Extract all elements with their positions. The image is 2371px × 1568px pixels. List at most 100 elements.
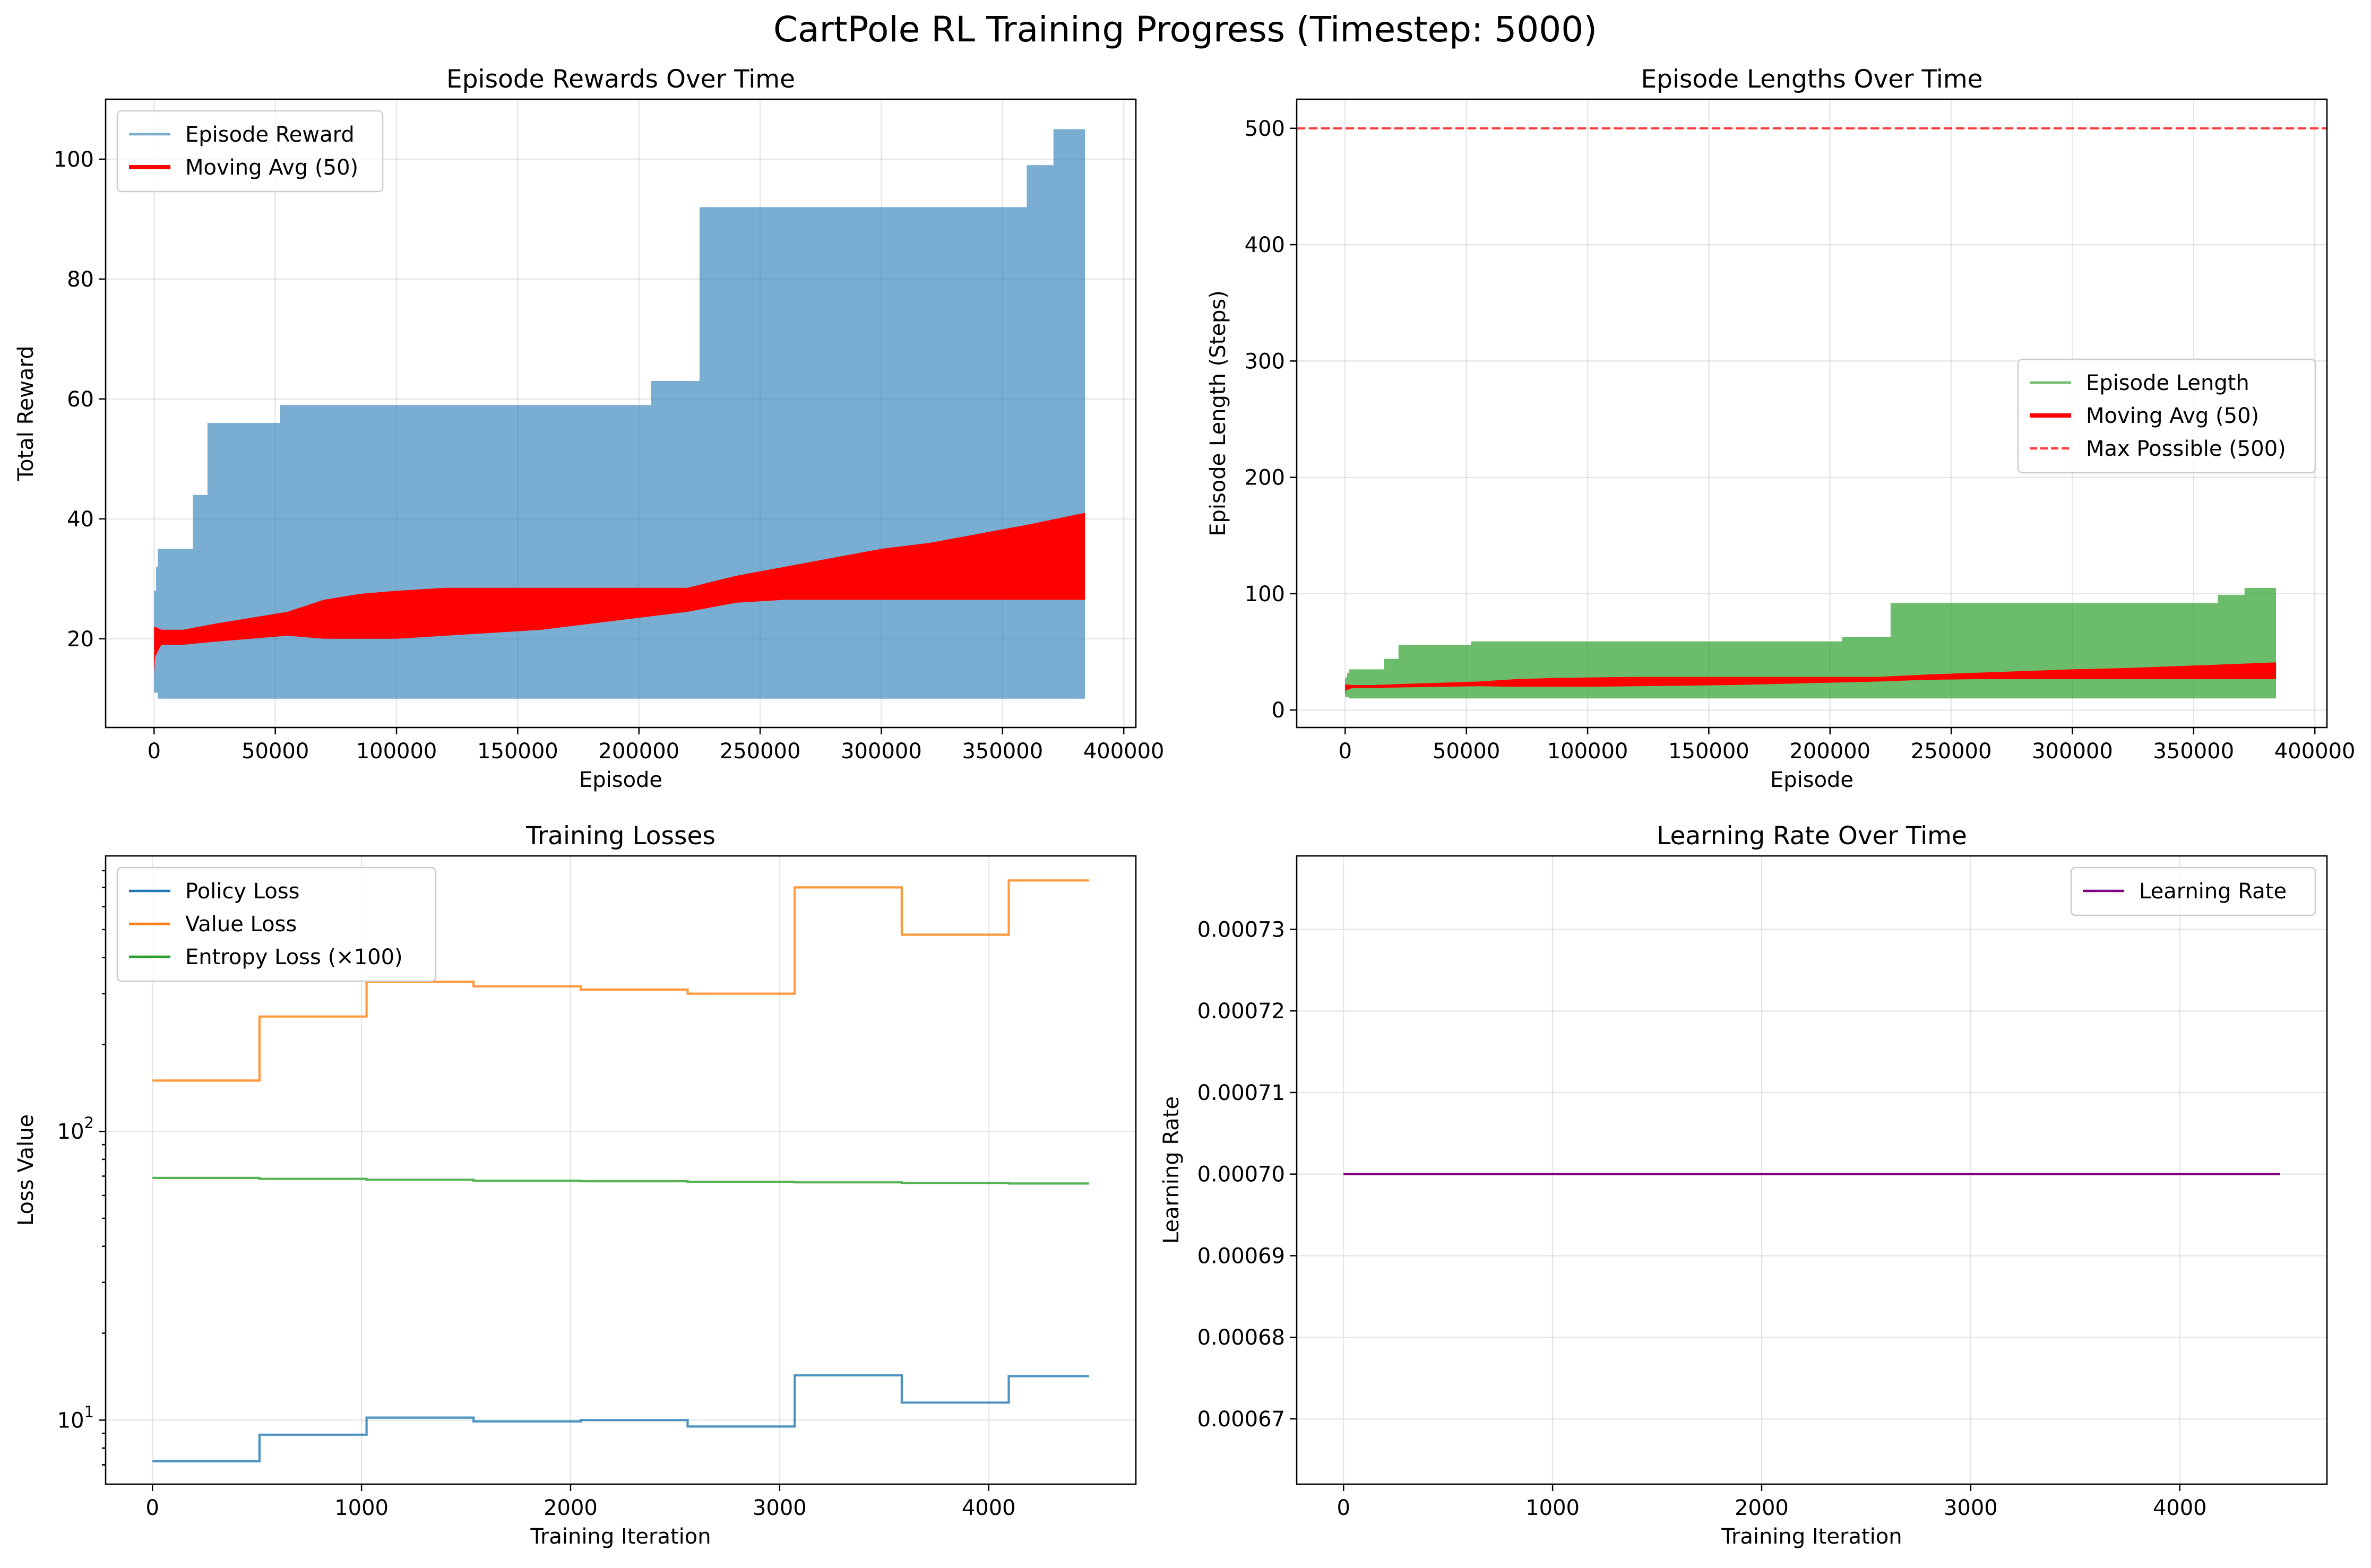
y-tick-label: 0.00067	[1197, 1407, 1285, 1432]
axes-frame	[1296, 98, 2328, 729]
y-tick-label: 0.00070	[1197, 1163, 1285, 1187]
legend-box	[116, 110, 384, 193]
legend-label: Max Possible (500)	[2086, 437, 2286, 461]
y-tick-label: 20	[67, 627, 94, 652]
y-tick-label: 0	[1272, 698, 1285, 723]
x-tick-label: 350000	[2153, 739, 2234, 764]
figure-title: CartPole RL Training Progress (Timestep:…	[773, 9, 1597, 50]
axes-title: Episode Lengths Over Time	[1641, 65, 1982, 94]
y-tick-label: 80	[67, 267, 94, 292]
legend: Episode Reward Moving Avg (50)	[116, 110, 384, 193]
y-tick-label: 500	[1245, 117, 1285, 141]
axes-frame	[105, 855, 1137, 1485]
y-tick-label: 400	[1245, 233, 1285, 257]
y-tick-label: 0.00069	[1197, 1244, 1285, 1268]
x-axis-label: Episode	[1770, 768, 1853, 792]
x-tick-label: 1000	[1525, 1496, 1580, 1520]
x-tick-label: 400000	[2274, 739, 2356, 764]
subplot-learning-rate: 0 1000 2000 3000 4000 0.00067 0.00068 0.00069 0.…	[1159, 821, 2328, 1549]
x-axis-label: Training Iteration	[530, 1524, 711, 1549]
x-tick-label: 4000	[962, 1496, 1016, 1520]
x-tick-label: 250000	[1911, 739, 1992, 764]
y-tick-label: 200	[1245, 466, 1285, 490]
legend-label: Moving Avg (50)	[2086, 404, 2259, 428]
x-tick-label: 350000	[962, 739, 1043, 764]
axes-title: Episode Rewards Over Time	[446, 65, 795, 94]
x-tick-label: 150000	[1668, 739, 1749, 764]
series-entropy-loss-100	[152, 1176, 1089, 1185]
y-tick-label: 300	[1245, 349, 1285, 374]
y-tick-label: 0.00071	[1197, 1081, 1285, 1105]
legend-label: Episode Reward	[185, 123, 355, 147]
x-tick-label: 400000	[1083, 739, 1165, 764]
y-axis-label: Learning Rate	[1159, 1096, 1184, 1244]
x-tick-label: 250000	[720, 739, 801, 764]
plot-area	[154, 129, 1085, 699]
y-tick-label: 102	[57, 1114, 94, 1144]
x-tick-label: 100000	[356, 739, 437, 764]
legend-box	[2070, 867, 2316, 916]
legend-label: Learning Rate	[2139, 879, 2287, 904]
x-tick-label: 2000	[1735, 1496, 1789, 1520]
x-axis-label: Training Iteration	[1721, 1524, 1902, 1549]
y-tick-label: 40	[67, 507, 94, 532]
y-axis-label: Total Reward	[14, 345, 38, 481]
x-tick-label: 50000	[1433, 739, 1500, 764]
x-tick-label: 200000	[1789, 739, 1870, 764]
legend-label: Policy Loss	[185, 879, 300, 904]
x-tick-label: 0	[148, 739, 161, 764]
legend-label: Moving Avg (50)	[185, 155, 358, 180]
x-tick-label: 3000	[753, 1496, 807, 1520]
series-policy-loss	[152, 1374, 1089, 1462]
y-tick-label: 100	[54, 148, 94, 172]
y-axis-label: Episode Length (Steps)	[1206, 290, 1230, 536]
x-tick-label: 1000	[334, 1496, 389, 1520]
series-moving-avg-50	[154, 513, 1085, 675]
y-tick-base: 10	[57, 1408, 84, 1433]
legend-box	[116, 867, 437, 982]
y-tick-label: 0.00068	[1197, 1326, 1285, 1350]
axes-title: Training Losses	[525, 821, 715, 851]
x-tick-label: 150000	[477, 739, 558, 764]
y-tick-label: 101	[57, 1402, 94, 1433]
legend-box	[2017, 358, 2316, 474]
x-tick-label: 0	[146, 1496, 159, 1520]
y-tick-exponent: 2	[84, 1114, 94, 1132]
plot-area	[152, 879, 1089, 1462]
legend: Learning Rate	[2070, 867, 2316, 916]
legend-label: Value Loss	[185, 912, 297, 937]
x-tick-label: 3000	[1944, 1496, 1998, 1520]
y-tick-label: 0.00072	[1197, 999, 1285, 1024]
axes-frame	[1296, 855, 2328, 1485]
legend-label: Entropy Loss (×100)	[185, 945, 403, 969]
y-tick-exponent: 1	[84, 1402, 94, 1420]
x-tick-label: 300000	[2032, 739, 2113, 764]
subplot-episode-rewards: 0 50000 100000 150000 200000 250000 300000 3500…	[14, 65, 1165, 792]
y-tick-label: 100	[1245, 582, 1285, 607]
plot-area	[1297, 127, 2327, 699]
series-value-loss	[152, 879, 1089, 1082]
legend: Episode Length Moving Avg (50) Max Possibl…	[2017, 358, 2316, 474]
subplot-episode-lengths: 0 50000 100000 150000 200000 250000 300000 3500…	[1206, 65, 2356, 792]
x-tick-label: 2000	[544, 1496, 598, 1520]
legend: Policy Loss Value Loss Entropy Loss (×100)	[116, 867, 437, 982]
x-tick-label: 50000	[242, 739, 309, 764]
x-tick-label: 200000	[598, 739, 679, 764]
x-tick-label: 300000	[841, 739, 922, 764]
axes-frame	[105, 98, 1137, 729]
x-tick-label: 0	[1339, 739, 1352, 764]
y-axis-label: Loss Value	[14, 1114, 38, 1226]
x-tick-label: 4000	[2153, 1496, 2207, 1520]
series-moving-avg-50	[1345, 662, 2277, 694]
y-tick-base: 10	[57, 1120, 84, 1144]
legend-label: Episode Length	[2086, 371, 2249, 395]
x-tick-label: 0	[1337, 1496, 1350, 1520]
y-tick-label: 0.00073	[1197, 917, 1285, 942]
y-tick-label: 60	[67, 387, 94, 412]
axes-title: Learning Rate Over Time	[1657, 821, 1967, 851]
x-tick-label: 100000	[1547, 739, 1628, 764]
x-axis-label: Episode	[579, 768, 662, 792]
